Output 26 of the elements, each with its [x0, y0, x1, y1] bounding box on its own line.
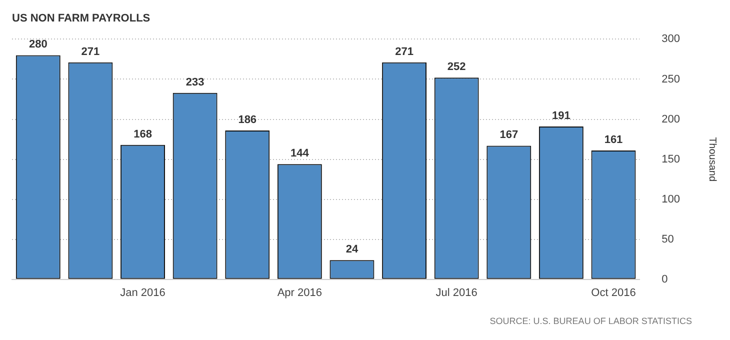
data-label: 167	[500, 129, 518, 142]
y-axis-title: Thousand	[706, 137, 718, 182]
x-tick-label: Oct 2016	[591, 287, 636, 300]
y-tick-label: 0	[662, 273, 668, 286]
data-label: 144	[290, 148, 310, 160]
source-note: SOURCE: U.S. BUREAU OF LABOR STATISTICS	[488, 316, 693, 326]
x-tick-label: Jan 2016	[120, 287, 166, 300]
data-label: 24	[346, 244, 359, 256]
data-label: 271	[81, 46, 100, 58]
data-label: 186	[238, 114, 257, 126]
y-tick-label: 200	[662, 113, 680, 126]
y-tick-label: 150	[662, 153, 680, 166]
y-tick-label: 50	[662, 233, 674, 246]
x-tick-label: Apr 2016	[277, 287, 322, 300]
x-tick-label: Jul 2016	[436, 287, 478, 300]
y-tick-label: 100	[662, 193, 680, 206]
data-label: 161	[604, 134, 623, 146]
y-tick-label: 300	[662, 33, 680, 46]
data-label: 168	[134, 128, 152, 140]
data-label: 280	[28, 38, 48, 51]
y-tick-label: 250	[662, 73, 680, 86]
data-label: 191	[552, 110, 570, 122]
data-label: 233	[186, 76, 204, 88]
chart-title: US NON FARM PAYROLLS	[12, 12, 150, 25]
data-label: 252	[447, 61, 466, 74]
data-label: 271	[395, 46, 414, 58]
